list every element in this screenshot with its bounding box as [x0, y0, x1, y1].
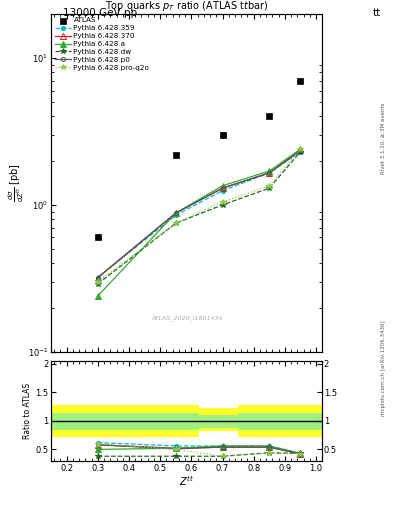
Pythia 6.428 p0: [173, 210, 178, 216]
ATLAS: [173, 151, 179, 159]
Pythia 6.428 dw: [220, 202, 225, 208]
ATLAS: [95, 233, 101, 242]
Pythia 6.428 p0: [95, 274, 100, 281]
Line: Pythia 6.428 pro-q2o: Pythia 6.428 pro-q2o: [95, 146, 303, 285]
Pythia 6.428 dw: [267, 185, 272, 191]
Pythia 6.428 a: [173, 210, 178, 216]
X-axis label: $Z^{tt}$: $Z^{tt}$: [179, 474, 194, 488]
ATLAS: [297, 77, 303, 85]
ATLAS: [219, 131, 226, 139]
Pythia 6.428 p0: [267, 170, 272, 176]
Pythia 6.428 359: [173, 212, 178, 218]
Pythia 6.428 370: [95, 274, 100, 281]
Pythia 6.428 370: [298, 147, 303, 154]
Text: mcplots.cern.ch [arXiv:1306.3436]: mcplots.cern.ch [arXiv:1306.3436]: [381, 321, 386, 416]
Pythia 6.428 p0: [298, 147, 303, 154]
Pythia 6.428 pro-q2o: [267, 183, 272, 189]
Text: 13000 GeV pp: 13000 GeV pp: [63, 8, 137, 18]
Text: tt: tt: [373, 8, 381, 18]
Line: Pythia 6.428 a: Pythia 6.428 a: [95, 146, 303, 298]
Pythia 6.428 pro-q2o: [298, 146, 303, 152]
ATLAS: [266, 112, 272, 120]
Pythia 6.428 p0: [220, 185, 225, 191]
Text: ATLAS_2020_I1801434: ATLAS_2020_I1801434: [151, 315, 222, 321]
Pythia 6.428 dw: [95, 281, 100, 287]
Pythia 6.428 pro-q2o: [173, 220, 178, 226]
Pythia 6.428 359: [95, 274, 100, 281]
Line: Pythia 6.428 370: Pythia 6.428 370: [95, 147, 303, 281]
Line: Pythia 6.428 359: Pythia 6.428 359: [96, 150, 303, 280]
Line: Pythia 6.428 p0: Pythia 6.428 p0: [96, 148, 303, 280]
Pythia 6.428 pro-q2o: [95, 279, 100, 285]
Pythia 6.428 359: [220, 187, 225, 194]
Pythia 6.428 a: [95, 293, 100, 299]
Y-axis label: $\frac{d\sigma}{dZ^{tt}}$ [pb]: $\frac{d\sigma}{dZ^{tt}}$ [pb]: [7, 163, 26, 202]
Pythia 6.428 a: [267, 168, 272, 174]
Pythia 6.428 359: [298, 148, 303, 155]
Pythia 6.428 370: [220, 185, 225, 191]
Pythia 6.428 a: [220, 183, 225, 189]
Pythia 6.428 370: [267, 170, 272, 176]
Y-axis label: Ratio to ATLAS: Ratio to ATLAS: [24, 383, 32, 439]
Pythia 6.428 a: [298, 146, 303, 152]
Pythia 6.428 370: [173, 210, 178, 216]
Legend: ATLAS, Pythia 6.428 359, Pythia 6.428 370, Pythia 6.428 a, Pythia 6.428 dw, Pyth: ATLAS, Pythia 6.428 359, Pythia 6.428 37…: [53, 16, 151, 72]
Pythia 6.428 pro-q2o: [220, 199, 225, 205]
Pythia 6.428 dw: [173, 220, 178, 226]
Line: Pythia 6.428 dw: Pythia 6.428 dw: [95, 149, 303, 287]
Title: Top quarks $p_{T}$ ratio (ATLAS t$\bar{t}$bar): Top quarks $p_{T}$ ratio (ATLAS t$\bar{t…: [105, 0, 268, 14]
Pythia 6.428 dw: [298, 148, 303, 155]
Text: Rivet 3.1.10, ≥ 3M events: Rivet 3.1.10, ≥ 3M events: [381, 102, 386, 174]
Pythia 6.428 359: [267, 170, 272, 176]
